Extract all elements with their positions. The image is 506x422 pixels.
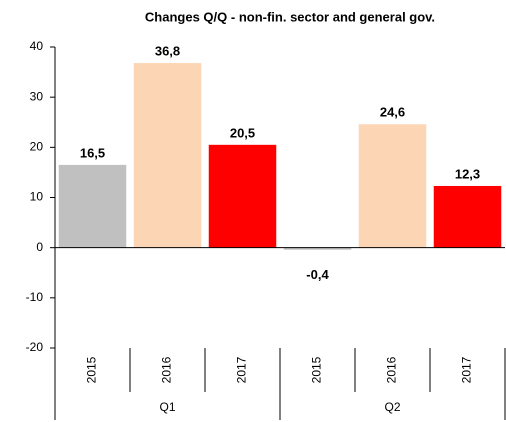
data-label: 36,8 (155, 43, 180, 58)
y-tick-label: -10 (26, 290, 44, 304)
bar (358, 124, 427, 248)
y-tick-label: -20 (26, 340, 44, 354)
x-tick-label: 2015 (85, 356, 99, 383)
x-tick-label: 2017 (235, 356, 249, 383)
group-label: Q1 (159, 400, 175, 414)
bar (283, 247, 352, 250)
x-tick-label: 2017 (460, 356, 474, 383)
y-tick-label: 10 (30, 190, 44, 204)
y-tick-label: 0 (36, 240, 43, 254)
x-tick-label: 2015 (310, 356, 324, 383)
data-label: 20,5 (230, 125, 255, 140)
bar (133, 63, 202, 248)
bar (433, 185, 502, 248)
y-tick-label: 20 (30, 140, 44, 154)
chart-title: Changes Q/Q - non-fin. sector and genera… (145, 9, 435, 24)
y-tick-label: 40 (30, 39, 44, 53)
bar (208, 144, 277, 248)
group-label: Q2 (384, 400, 400, 414)
data-label: 16,5 (80, 145, 105, 160)
x-tick-label: 2016 (385, 356, 399, 383)
bar (58, 164, 127, 248)
data-label: -0,4 (306, 267, 329, 282)
x-tick-label: 2016 (160, 356, 174, 383)
data-label: 12,3 (455, 166, 480, 181)
data-label: 24,6 (380, 105, 405, 120)
y-tick-label: 30 (30, 89, 44, 103)
